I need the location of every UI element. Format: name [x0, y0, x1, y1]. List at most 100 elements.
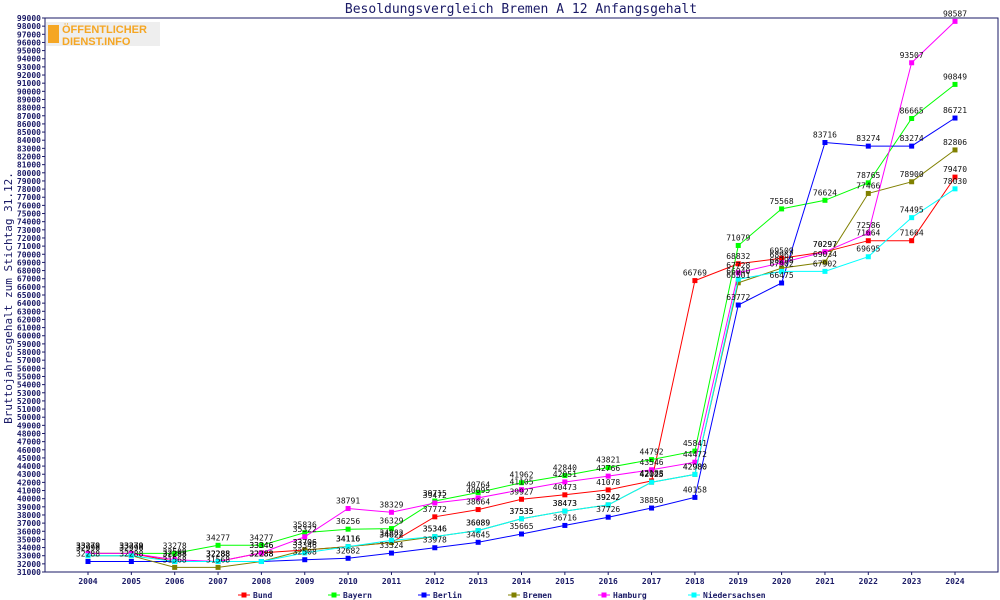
legend-marker-bremen [511, 592, 517, 598]
data-point-berlin [692, 494, 698, 500]
data-point-niedersachsen [215, 559, 221, 565]
y-tick-label: 80000 [17, 169, 41, 178]
data-label-bayern: 39715 [423, 489, 447, 498]
data-label-hamburg: 33279 [119, 541, 143, 550]
data-label-berlin: 35665 [509, 522, 533, 531]
y-tick-label: 60000 [17, 332, 41, 341]
data-point-bund [692, 278, 698, 284]
x-tick-label: 2013 [469, 577, 488, 586]
data-label-berlin: 63772 [726, 293, 750, 302]
data-point-niedersachsen [562, 508, 568, 514]
data-label-berlin: 33978 [423, 536, 447, 545]
y-tick-label: 83000 [17, 144, 41, 153]
data-point-niedersachsen [345, 544, 351, 550]
y-tick-label: 45000 [17, 454, 41, 463]
data-label-bund: 68832 [726, 252, 750, 261]
data-label-hamburg: 67728 [726, 261, 750, 270]
data-point-niedersachsen [779, 268, 785, 274]
y-tick-label: 36000 [17, 527, 41, 536]
data-label-bund: 79470 [943, 165, 967, 174]
legend-label-bremen: Bremen [523, 591, 552, 600]
x-tick-label: 2018 [685, 577, 704, 586]
logo: ÖFFENTLICHER DIENST.INFO [46, 22, 160, 48]
data-label-hamburg: 32509 [163, 548, 187, 557]
data-label-berlin: 32508 [293, 548, 317, 557]
data-point-niedersachsen [865, 254, 871, 260]
data-point-hamburg [649, 467, 655, 473]
data-label-niedersachsen: 36089 [466, 519, 490, 528]
y-tick-label: 97000 [17, 30, 41, 39]
data-label-bremen: 31568 [206, 555, 230, 564]
y-tick-label: 40000 [17, 495, 41, 504]
data-point-bayern [692, 448, 698, 454]
data-point-berlin [85, 559, 91, 565]
data-label-hamburg: 39472 [423, 491, 447, 500]
data-point-niedersachsen [822, 268, 828, 274]
data-point-hamburg [822, 249, 828, 255]
data-point-berlin [735, 302, 741, 308]
data-label-bayern: 33278 [163, 541, 187, 550]
data-point-niedersachsen [735, 276, 741, 282]
data-label-bremen: 37535 [509, 507, 533, 516]
data-label-hamburg: 42766 [596, 464, 620, 473]
data-point-bayern [865, 180, 871, 186]
y-tick-label: 87000 [17, 112, 41, 121]
data-label-bayern: 71079 [726, 233, 750, 242]
data-point-niedersachsen [519, 516, 524, 522]
data-label-bayern: 45841 [683, 439, 707, 448]
data-label-berlin: 37726 [596, 505, 620, 514]
data-label-berlin: 36716 [553, 513, 577, 522]
data-label-bayern: 42840 [553, 464, 577, 473]
y-tick-label: 41000 [17, 487, 41, 496]
data-point-niedersachsen [475, 528, 481, 534]
y-tick-label: 63000 [17, 307, 41, 316]
data-label-bund: 33279 [76, 541, 100, 550]
y-tick-label: 34000 [17, 544, 41, 553]
data-label-bremen: 82806 [943, 138, 967, 147]
y-tick-label: 49000 [17, 421, 41, 430]
data-point-bayern [519, 480, 524, 486]
y-tick-label: 53000 [17, 389, 41, 398]
y-tick-label: 52000 [17, 397, 41, 406]
data-label-hamburg: 43546 [640, 458, 664, 467]
data-label-bund: 34622 [379, 530, 403, 539]
data-label-hamburg: 38791 [336, 497, 360, 506]
data-label-bremen: 69034 [813, 250, 837, 259]
data-label-bremen: 78900 [900, 170, 924, 179]
data-point-hamburg [735, 270, 741, 276]
y-axis-label: Bruttojahresgehalt zum Stichtag 31.12. [2, 172, 15, 424]
data-point-bund [779, 255, 785, 261]
data-label-berlin: 34645 [466, 530, 490, 539]
data-point-niedersachsen [605, 502, 611, 508]
data-point-berlin [605, 514, 611, 520]
legend-marker-berlin [421, 592, 427, 598]
y-tick-label: 73000 [17, 226, 41, 235]
data-label-berlin: 32288 [206, 550, 230, 559]
data-label-bremen: 31568 [163, 555, 187, 564]
data-point-hamburg [605, 473, 611, 479]
y-tick-label: 58000 [17, 348, 41, 357]
x-tick-label: 2012 [425, 577, 444, 586]
data-label-bremen: 34622 [379, 530, 403, 539]
data-label-bremen: 32996 [76, 544, 100, 553]
data-point-bayern [735, 242, 741, 248]
data-point-bremen [822, 259, 828, 265]
y-tick-label: 74000 [17, 218, 41, 227]
data-point-bayern [258, 542, 264, 548]
y-tick-label: 62000 [17, 315, 41, 324]
y-tick-label: 65000 [17, 291, 41, 300]
data-point-bayern [909, 115, 915, 121]
data-label-niedersachsen: 32288 [163, 550, 187, 559]
legend: Bund Bayern Berlin Bremen Hamburg Niedersachs… [238, 590, 766, 600]
data-label-hamburg: 68962 [770, 251, 794, 260]
data-label-niedersachsen: 67902 [770, 259, 794, 268]
data-label-hamburg: 40095 [466, 486, 490, 495]
y-tick-label: 77000 [17, 193, 41, 202]
data-point-niedersachsen [388, 537, 394, 543]
x-tick-label: 2006 [165, 577, 184, 586]
data-point-bayern [649, 457, 655, 463]
data-label-bayern: 44792 [640, 448, 664, 457]
data-label-niedersachsen: 78030 [943, 177, 967, 186]
data-label-bayern: 78765 [856, 171, 880, 180]
data-label-bayern: 41962 [509, 471, 533, 480]
